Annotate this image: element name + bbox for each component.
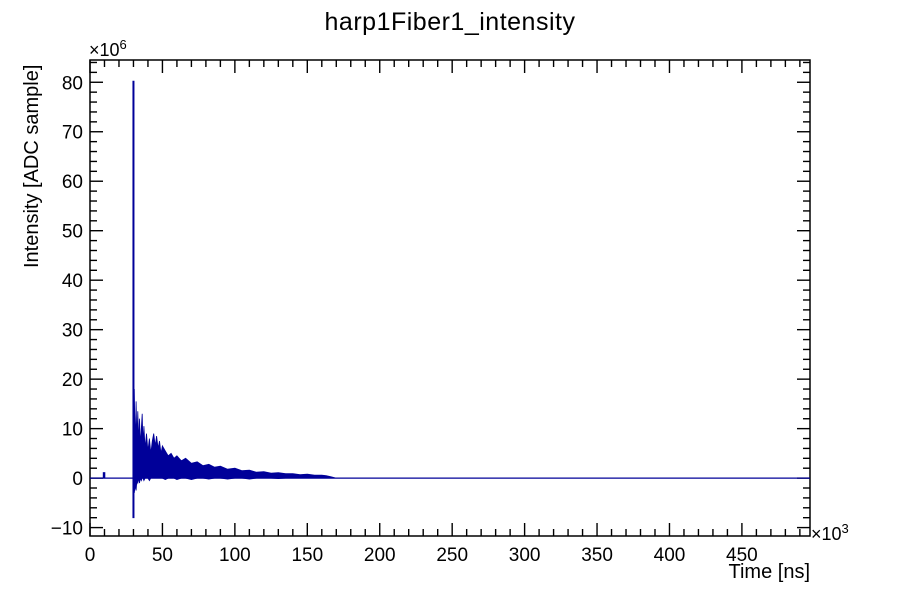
y-tick-label: 80 xyxy=(62,73,83,94)
histogram-series xyxy=(90,80,810,519)
y-tick-label: 0 xyxy=(72,469,83,490)
y-tick-label: 30 xyxy=(62,321,83,342)
y-tick-label: 70 xyxy=(62,123,83,144)
x-tick-label: 300 xyxy=(509,545,541,566)
y-exponent-power: 6 xyxy=(119,37,127,52)
y-tick-label: 40 xyxy=(62,271,83,292)
y-tick-label: 10 xyxy=(62,420,83,441)
y-tick-label: −10 xyxy=(51,519,83,540)
y-tick-label: 60 xyxy=(62,172,83,193)
x-tick-label: 200 xyxy=(364,545,396,566)
x-tick-label: 400 xyxy=(654,545,686,566)
y-axis-ticks xyxy=(90,61,810,529)
y-axis-exponent: ×106 xyxy=(89,37,127,61)
x-exponent-base: ×10 xyxy=(811,524,842,544)
decay-noise-envelope xyxy=(133,388,337,494)
y-exponent-base: ×10 xyxy=(89,40,120,60)
x-axis-exponent: ×103 xyxy=(811,521,849,545)
plot-frame xyxy=(89,59,811,537)
x-axis-ticks xyxy=(89,60,801,536)
y-tick-labels: −10 0 10 20 30 40 50 60 70 80 xyxy=(51,73,83,539)
x-tick-label: 0 xyxy=(85,545,96,566)
x-tick-label: 150 xyxy=(291,545,323,566)
x-axis-title: Time [ns] xyxy=(728,561,811,583)
x-tick-label: 250 xyxy=(436,545,468,566)
x-tick-label: 450 xyxy=(726,545,758,566)
chart-title: harp1Fiber1_intensity xyxy=(324,8,576,36)
y-tick-label: 20 xyxy=(62,370,83,391)
y-tick-label: 50 xyxy=(62,222,83,243)
x-tick-labels: 0 50 100 150 200 250 300 350 400 450 xyxy=(85,545,758,566)
x-exponent-power: 3 xyxy=(841,521,849,536)
x-tick-label: 100 xyxy=(219,545,251,566)
x-tick-label: 350 xyxy=(581,545,613,566)
x-tick-label: 50 xyxy=(152,545,173,566)
